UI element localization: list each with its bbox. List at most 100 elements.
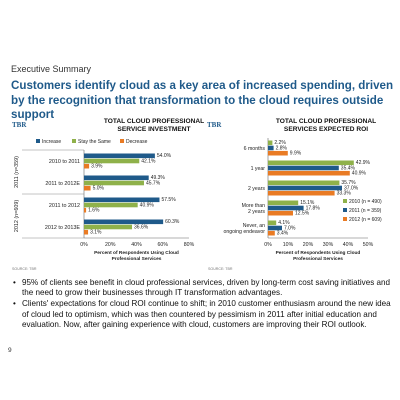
chart2-expected-roi: 0% 10% 20% 30% 40% 50%Percent of Respondents …	[223, 138, 382, 262]
bar	[268, 210, 293, 216]
bar	[84, 224, 133, 230]
x-tick-label: 10%	[283, 242, 294, 248]
x-tick-label: 20%	[105, 242, 116, 248]
x-axis-title: Professional Services	[112, 256, 162, 262]
data-label: 9.9%	[290, 151, 302, 157]
tbr-logo-left: TBR	[12, 121, 26, 129]
x-tick-label: 40%	[343, 242, 354, 248]
legend-swatch	[120, 139, 124, 143]
data-label: 2.8%	[276, 145, 288, 151]
bar	[268, 170, 350, 176]
category-label: 2012 to 2013E	[45, 225, 80, 231]
x-tick-label: 30%	[323, 242, 334, 248]
data-label: 36.6%	[134, 224, 149, 230]
group-label: 2011 (n=359)	[14, 156, 20, 188]
logo-text: TBR	[207, 121, 222, 129]
data-label: 49.3%	[151, 175, 166, 181]
legend-swatch	[72, 139, 76, 143]
data-label: 60.3%	[165, 219, 180, 225]
legend-swatch	[36, 139, 40, 143]
x-axis-title: Professional Services	[293, 256, 343, 262]
bar	[268, 200, 299, 206]
bar	[268, 140, 273, 146]
legend-label: Decrease	[126, 139, 148, 145]
x-tick-label: 0%	[80, 242, 88, 248]
data-label: 12.5%	[295, 211, 310, 217]
data-label: 3.9%	[91, 164, 103, 170]
legend-swatch	[343, 208, 347, 212]
chart2-title: TOTAL CLOUD PROFESSIONAL SERVICES EXPECT…	[275, 118, 377, 133]
category-label: 2011 to 2012	[49, 203, 80, 209]
data-label: 37.0%	[344, 185, 359, 191]
tbr-logo-right: TBR	[207, 121, 221, 129]
x-tick-label: 60%	[158, 242, 169, 248]
data-label: 57.5%	[161, 197, 176, 203]
data-label: 2.2%	[274, 140, 286, 146]
x-tick-label: 20%	[303, 242, 314, 248]
chart2-source: SOURCE: TBR	[208, 267, 233, 271]
bar	[268, 165, 339, 171]
legend-swatch	[343, 217, 347, 221]
data-label: 54.0%	[157, 153, 172, 159]
bar	[84, 202, 138, 208]
legend-label: 2011 (n = 359)	[349, 208, 382, 214]
category-label: Never, an	[243, 223, 265, 229]
bar	[268, 150, 288, 156]
bar	[268, 230, 275, 236]
data-label: 42.1%	[141, 158, 156, 164]
bar	[268, 190, 335, 196]
legend-swatch	[343, 199, 347, 203]
bar	[268, 205, 304, 211]
category-label: 2 years	[248, 186, 265, 192]
x-tick-label: 0%	[264, 242, 272, 248]
legend-label: Stay the Same	[78, 139, 111, 145]
bar	[84, 207, 87, 213]
bar	[84, 229, 89, 235]
slide-headline: Customers identify cloud as a key area o…	[11, 79, 394, 121]
legend-label: Increase	[42, 139, 61, 145]
data-label: 1.6%	[88, 208, 100, 214]
category-label: 1 year	[251, 166, 266, 172]
x-axis-title: Percent of Respondents Using Cloud	[276, 250, 361, 256]
logo-text: TBR	[12, 121, 27, 129]
data-label: 45.7%	[146, 180, 161, 186]
bar	[268, 225, 282, 231]
chart1-source: SOURCE: TBR	[12, 267, 37, 271]
bar	[84, 197, 160, 203]
data-label: 17.8%	[306, 205, 321, 211]
x-axis-title: Percent of Respondents Using Cloud	[94, 250, 179, 256]
category-label: 6 months	[244, 146, 266, 152]
bar	[84, 153, 155, 159]
section-label: Executive Summary	[11, 64, 92, 74]
bar	[268, 180, 340, 186]
page-number: 9	[8, 347, 12, 354]
bar	[84, 163, 90, 169]
category-label: 2 years	[248, 209, 265, 215]
data-label: 35.7%	[341, 180, 356, 186]
data-label: 5.0%	[93, 186, 105, 192]
legend-label: 2012 (n = 609)	[349, 217, 382, 223]
bar	[268, 220, 277, 226]
bar	[84, 219, 164, 225]
category-label: 2011 to 2012E	[45, 181, 80, 187]
x-tick-label: 80%	[184, 242, 195, 248]
bullet-item: Clients' expectations for cloud ROI cont…	[13, 299, 391, 330]
chart1-title: TOTAL CLOUD PROFESSIONAL SERVICE INVESTM…	[103, 118, 205, 133]
bullet-item: 95% of clients see benefit in cloud prof…	[13, 278, 391, 298]
x-tick-label: 40%	[131, 242, 142, 248]
data-label: 42.9%	[356, 160, 371, 166]
bar	[84, 180, 144, 186]
data-label: 4.1%	[278, 220, 290, 226]
legend-label: 2010 (n = 490)	[349, 199, 382, 205]
data-label: 15.1%	[300, 200, 315, 206]
chart1-investment: Increase Stay the Same Decrease 0% 20% 40% 60%…	[14, 139, 195, 262]
category-label: ongoing endeavor	[223, 229, 265, 235]
group-label: 2012 (n=609)	[14, 200, 20, 232]
bar	[268, 160, 354, 166]
data-label: 35.4%	[341, 165, 356, 171]
data-label: 7.0%	[284, 225, 296, 231]
data-label: 33.3%	[337, 191, 352, 197]
bullet-list: 95% of clients see benefit in cloud prof…	[13, 278, 391, 331]
bar	[84, 158, 140, 164]
bar	[84, 175, 149, 181]
